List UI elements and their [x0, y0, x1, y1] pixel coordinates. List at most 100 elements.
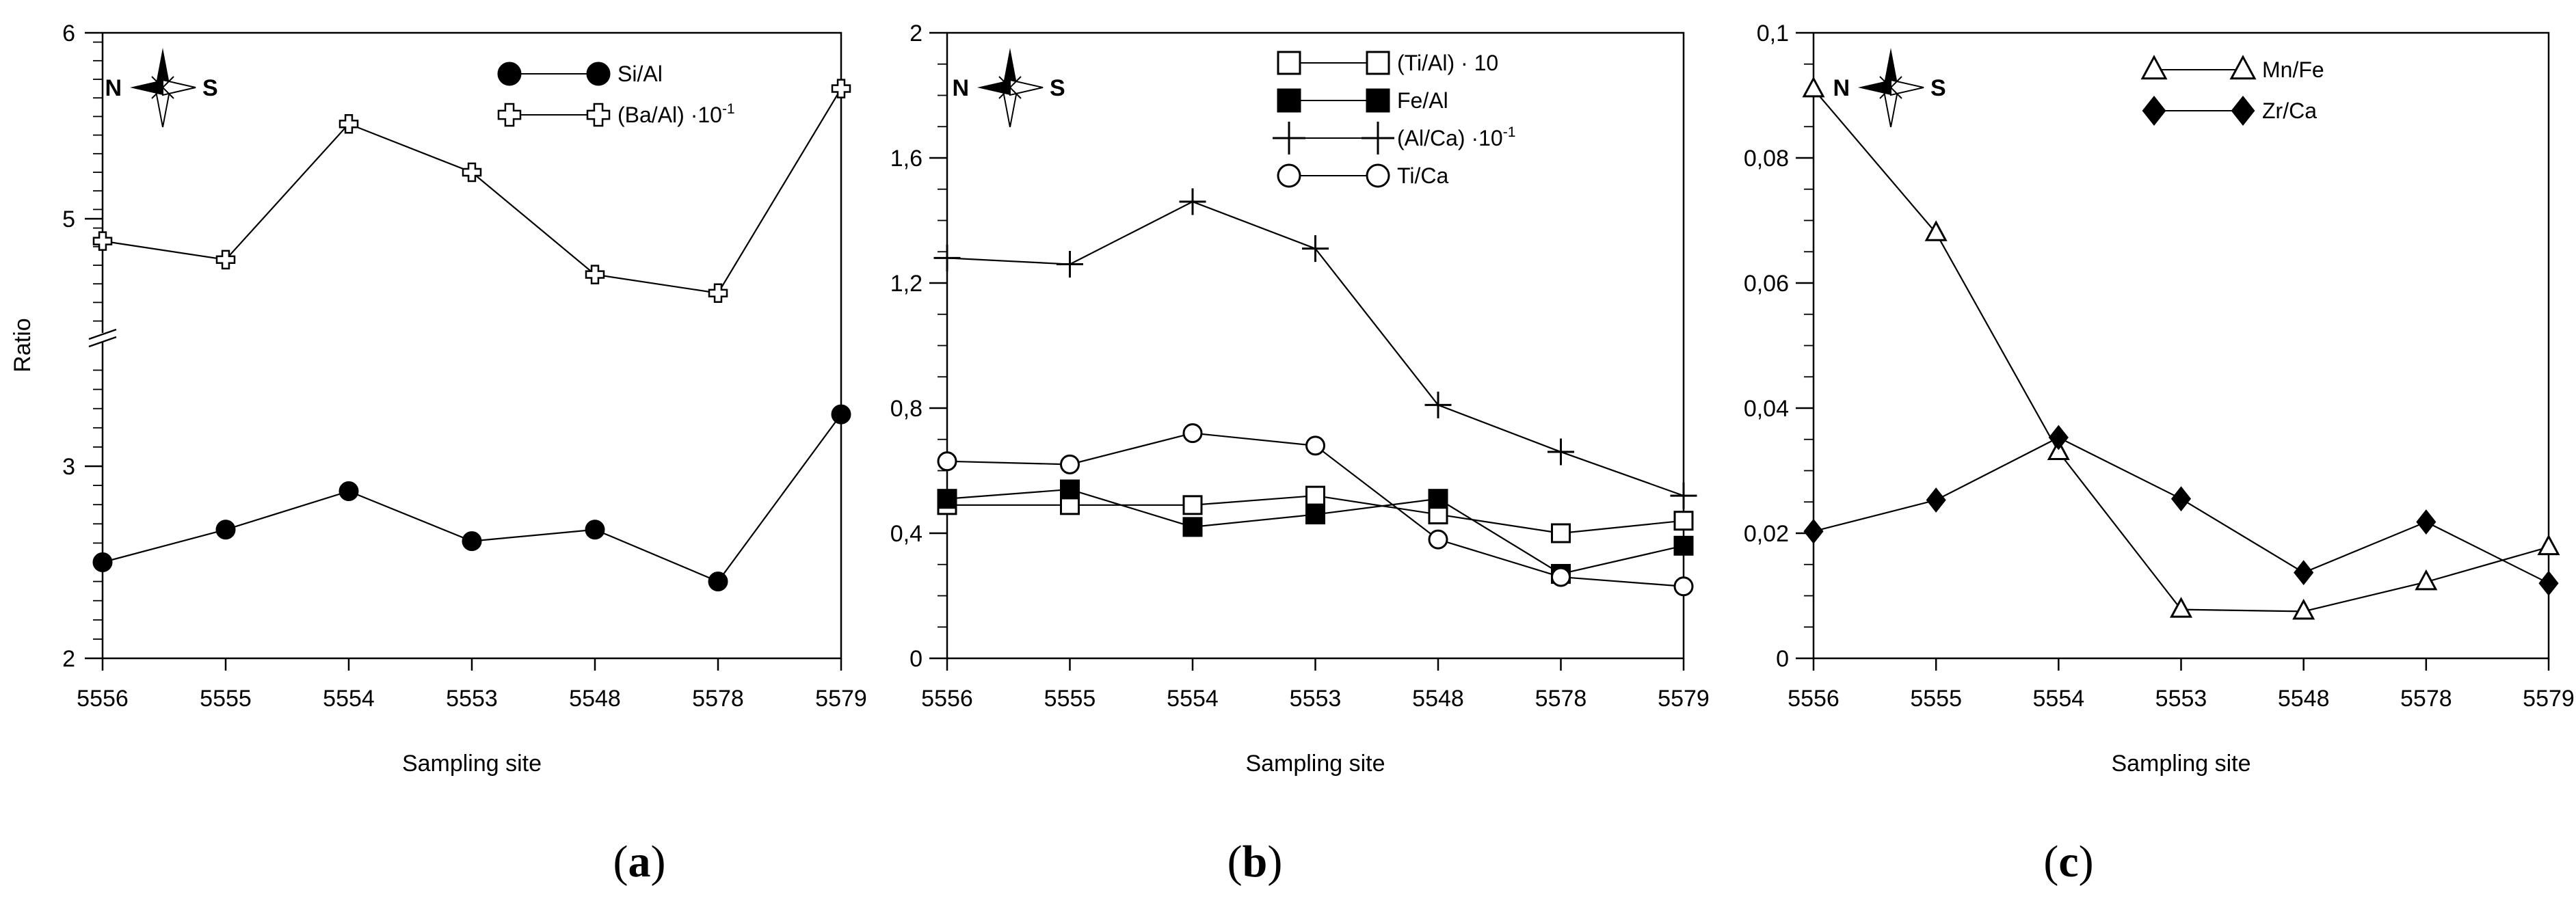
- legend-label-text: Fe/Al: [1397, 88, 1448, 113]
- legend-marker: [1362, 122, 1394, 154]
- x-tick-label: 5555: [200, 686, 252, 712]
- legend-label-text: (Al/Ca) ·10: [1397, 126, 1503, 150]
- data-point: [2294, 560, 2314, 586]
- y-tick-label: 0: [909, 646, 922, 672]
- data-point: [937, 451, 957, 472]
- legend-marker: [1366, 51, 1390, 75]
- data-point: [2169, 597, 2193, 618]
- legend-marker: [586, 103, 611, 127]
- caption-close: ): [651, 837, 666, 887]
- data-point: [1179, 188, 1206, 215]
- compass-west-point: [130, 80, 163, 95]
- y-tick-label: 1,6: [890, 146, 922, 172]
- data-point: [92, 231, 113, 251]
- legend-item: (Ti/Al) · 10: [1277, 51, 1498, 75]
- legend-marker: [2142, 95, 2166, 126]
- y-tick-label: 0,4: [890, 521, 922, 547]
- legend-item: (Ba/Al) ·10-1: [497, 101, 735, 127]
- legend-label-superscript: -1: [1503, 124, 1516, 140]
- data-point: [1428, 529, 1448, 550]
- caption-close: ): [2079, 837, 2094, 887]
- x-tick-label: 5555: [1910, 686, 1962, 712]
- legend-marker: [497, 103, 522, 127]
- data-point: [1182, 517, 1203, 537]
- chart-b: 0 0,4 0,8 1,2 1,6 2 5556 5555 5554 5553 5548 5578 55…: [890, 21, 1710, 777]
- data-point: [2048, 425, 2069, 450]
- legend-label-text: (Ba/Al) ·10: [618, 103, 722, 127]
- data-point: [2170, 486, 2192, 512]
- legend-label-text: Si/Al: [618, 62, 663, 86]
- legend-item: Zr/Ca: [2142, 95, 2317, 126]
- data-point: [92, 552, 113, 572]
- legend-label: (Al/Ca) ·10-1: [1397, 124, 1515, 150]
- data-point: [2537, 534, 2560, 556]
- x-tick-label: 5556: [921, 686, 973, 712]
- legend-label: (Ti/Al) · 10: [1397, 51, 1498, 75]
- y-tick-label: 6: [62, 21, 75, 46]
- data-point: [1424, 391, 1452, 418]
- y-tick-label: 1,2: [890, 271, 922, 297]
- chart-c: 0 0,02 0,04 0,06 0,08 0,1 5556 5555 5554 5553 5548…: [1744, 21, 2575, 777]
- data-point: [2416, 509, 2436, 535]
- compass-icon: [1858, 48, 1924, 128]
- legend-marker: [1366, 88, 1390, 113]
- x-tick-label: 5556: [77, 686, 129, 712]
- compass-diagonals: [151, 76, 174, 99]
- legend-item: Mn/Fe: [2140, 55, 2324, 82]
- legend-label: Fe/Al: [1397, 88, 1448, 113]
- y-tick-label: 0,08: [1744, 146, 1789, 172]
- y-tick-label: 0,02: [1744, 521, 1789, 547]
- legend-label-text: Mn/Fe: [2262, 57, 2324, 82]
- compass-west-point: [1858, 80, 1891, 95]
- axis-break-icon: [88, 328, 117, 348]
- panel-caption: (c): [2043, 837, 2093, 887]
- data-point: [585, 265, 605, 284]
- data-point: [215, 250, 236, 270]
- compass-west-point: [977, 80, 1010, 95]
- data-point: [831, 404, 851, 425]
- caption-letter: a: [628, 837, 651, 887]
- data-point: [1924, 220, 1948, 241]
- data-point: [1670, 482, 1697, 509]
- y-tick-label: 0,8: [890, 396, 922, 422]
- data-point: [1305, 505, 1325, 525]
- y-tick-label: 0,04: [1744, 396, 1789, 422]
- legend-item: Fe/Al: [1277, 88, 1448, 113]
- x-tick-label: 5548: [569, 686, 621, 712]
- compass-label-n: N: [952, 75, 969, 101]
- y-tick-label: 2: [909, 21, 922, 46]
- y-tick-label: 5: [62, 206, 75, 232]
- caption-letter: b: [1243, 837, 1268, 887]
- data-point: [462, 162, 482, 183]
- x-tick-label: 5553: [1290, 686, 1342, 712]
- y-tick-label: 3: [62, 454, 75, 480]
- x-tick-label: 5579: [1658, 686, 1710, 712]
- x-tick-label: 5579: [2523, 686, 2575, 712]
- legend-marker: [1277, 88, 1301, 113]
- x-axis-title: Sampling site: [1245, 751, 1385, 777]
- data-point: [1302, 235, 1329, 263]
- compass-north-point: [1883, 48, 1898, 88]
- legend-marker: [1366, 163, 1390, 188]
- legend-item: Si/Al: [497, 62, 663, 86]
- x-tick-label: 5553: [446, 686, 498, 712]
- caption-open: (: [1227, 837, 1243, 887]
- legend-label-superscript: -1: [722, 101, 735, 117]
- data-point: [585, 520, 605, 540]
- data-point: [2047, 439, 2070, 461]
- data-point: [831, 79, 851, 98]
- data-point: [1305, 485, 1325, 506]
- data-point: [1057, 251, 1083, 278]
- data-point: [1182, 495, 1203, 515]
- legend-label: Si/Al: [618, 62, 663, 86]
- data-point: [1305, 435, 1325, 456]
- data-point: [1060, 454, 1080, 474]
- x-tick-label: 5555: [1044, 686, 1096, 712]
- x-tick-label: 5578: [2400, 686, 2452, 712]
- x-tick-label: 5553: [2155, 686, 2207, 712]
- x-axis-title: Sampling site: [2111, 751, 2250, 777]
- data-point: [1673, 576, 1694, 597]
- caption-open: (: [613, 837, 628, 887]
- panel-caption: (b): [1227, 837, 1283, 887]
- x-tick-label: 5554: [323, 686, 375, 712]
